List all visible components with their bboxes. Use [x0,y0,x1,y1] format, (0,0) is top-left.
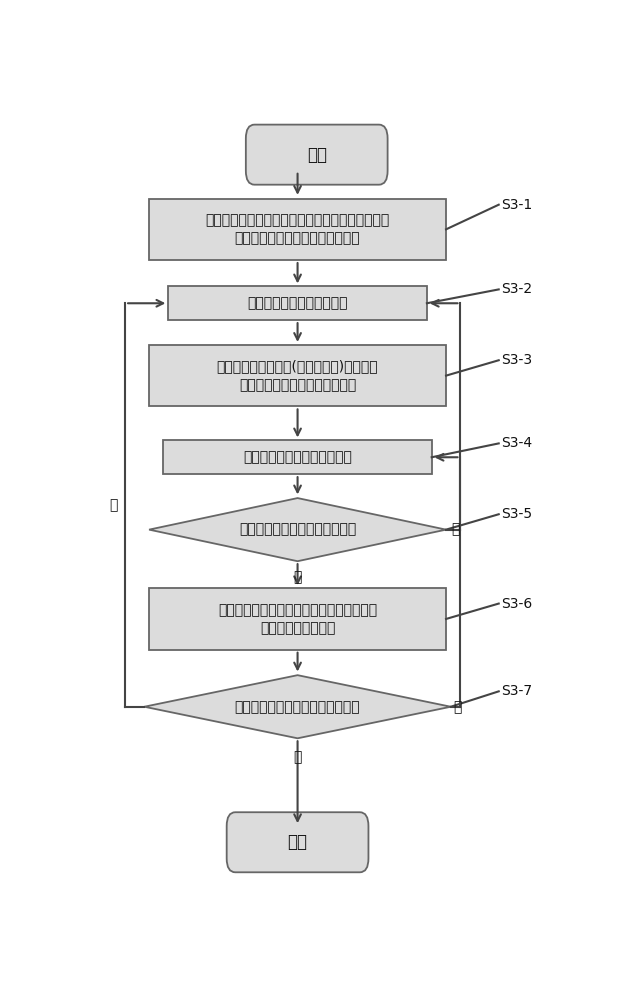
Text: 根据公式更新粒子速度和位置: 根据公式更新粒子速度和位置 [243,450,352,464]
Text: 开始: 开始 [307,146,327,164]
Bar [149,588,446,650]
Text: 计算粒子群的适应度，更新并记录粒子最优
位置和群体最优位置: 计算粒子群的适应度，更新并记录粒子最优 位置和群体最优位置 [218,603,377,635]
FancyBboxPatch shape [246,125,387,185]
Bar [168,286,427,320]
Text: 检查粒子位置是否超过约束条件: 检查粒子位置是否超过约束条件 [239,523,356,537]
Text: 根据约束条件修改粒子位置: 根据约束条件修改粒子位置 [247,296,348,310]
Text: 是否达到设置的循环次数结束条件: 是否达到设置的循环次数结束条件 [235,700,360,714]
Bar [149,345,446,406]
Bar [163,440,432,474]
Polygon shape [145,675,451,738]
Text: 结束: 结束 [287,833,308,851]
Text: 否: 否 [453,700,462,714]
Text: 是: 是 [109,498,118,512]
Text: S3-6: S3-6 [501,597,532,611]
Text: 是: 是 [294,750,302,764]
Polygon shape [149,498,446,561]
Text: S3-5: S3-5 [501,507,532,521]
Text: S3-2: S3-2 [501,282,532,296]
Text: S3-7: S3-7 [501,684,532,698]
FancyBboxPatch shape [227,812,368,872]
Bar [149,199,446,260]
Text: 输入约束条件、初始条件和算法基本参数，设置粒
子位置并初始化粒子的位置和速度: 输入约束条件、初始条件和算法基本参数，设置粒 子位置并初始化粒子的位置和速度 [205,213,390,246]
Text: 计算粒子群的适应度(目标函数值)，记录粒
子个体最好位置和群体最好位置: 计算粒子群的适应度(目标函数值)，记录粒 子个体最好位置和群体最好位置 [217,359,378,392]
Text: 否: 否 [451,523,459,537]
Text: 否: 否 [294,570,302,584]
Text: S3-4: S3-4 [501,436,532,450]
Text: S3-1: S3-1 [501,198,532,212]
Text: S3-3: S3-3 [501,353,532,367]
